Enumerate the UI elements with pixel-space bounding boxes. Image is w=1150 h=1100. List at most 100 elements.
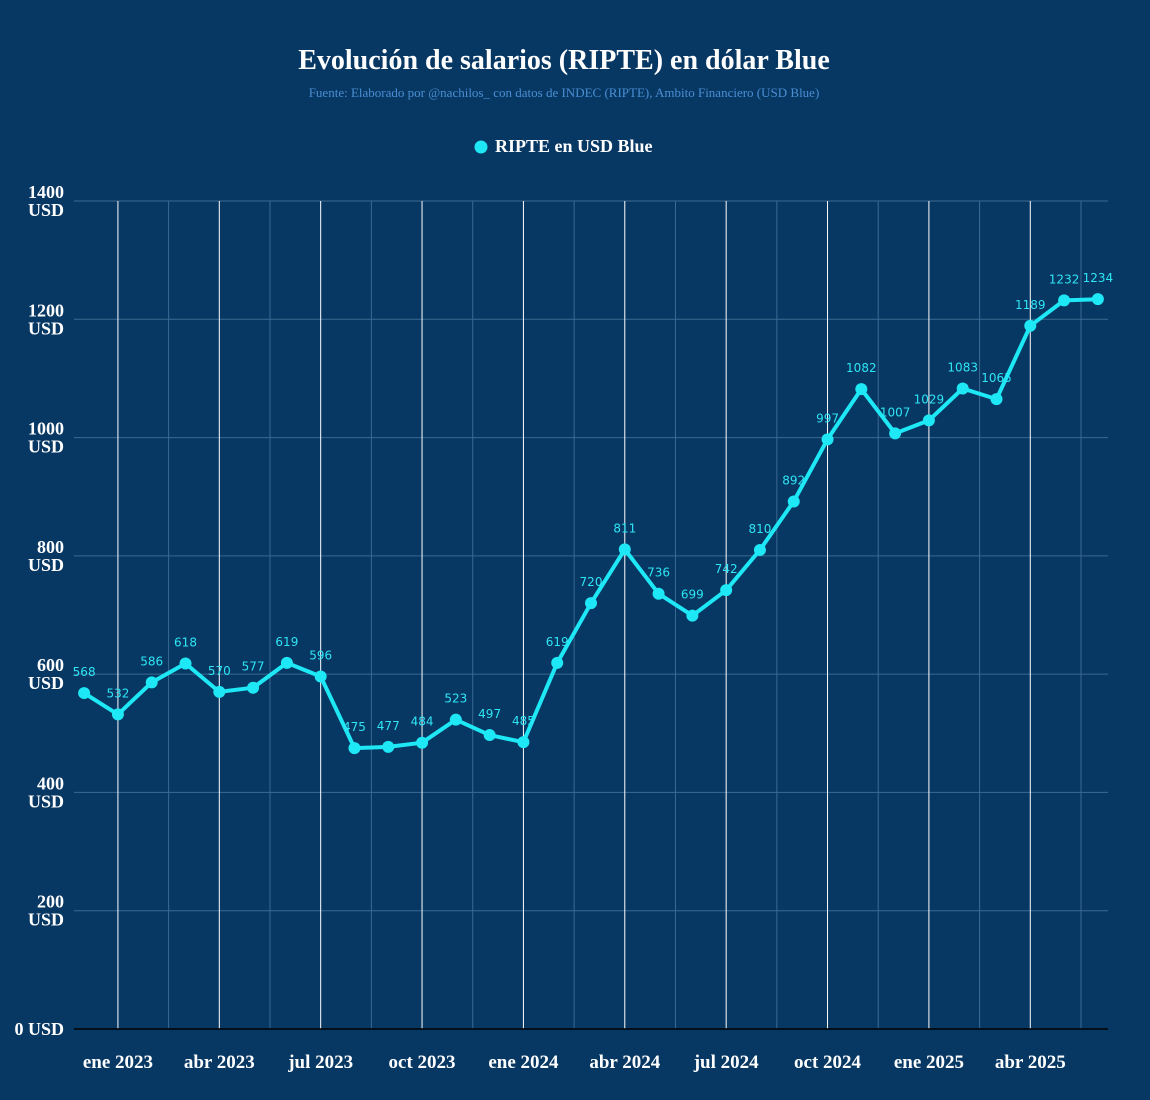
data-point xyxy=(922,414,935,427)
chart-title: Evolución de salarios (RIPTE) en dólar B… xyxy=(298,45,830,76)
data-label: 475 xyxy=(343,720,366,734)
data-point xyxy=(686,609,699,622)
data-point xyxy=(145,676,158,689)
data-label: 1082 xyxy=(846,361,877,375)
data-label: 497 xyxy=(478,707,501,721)
data-point xyxy=(213,685,226,698)
data-label: 484 xyxy=(411,715,434,729)
x-tick-label: ene 2025 xyxy=(894,1052,964,1073)
data-label: 811 xyxy=(613,521,636,535)
data-point xyxy=(855,383,868,396)
data-point xyxy=(449,713,462,726)
y-tick-number: 1200 xyxy=(28,300,64,320)
data-point xyxy=(551,656,564,669)
data-label: 997 xyxy=(816,411,839,425)
x-tick-label: abr 2024 xyxy=(589,1052,660,1073)
x-tick-label: ene 2023 xyxy=(83,1052,153,1073)
data-point xyxy=(720,584,733,597)
y-tick-unit: USD xyxy=(28,910,64,930)
legend-label: RIPTE en USD Blue xyxy=(495,136,653,156)
x-tick-label: jul 2024 xyxy=(693,1052,759,1073)
data-point xyxy=(247,681,260,694)
data-label: 586 xyxy=(140,654,163,668)
y-tick-unit: USD xyxy=(28,791,64,811)
data-point xyxy=(78,687,91,700)
data-label: 568 xyxy=(73,665,96,679)
data-label: 577 xyxy=(242,660,265,674)
data-point xyxy=(787,495,800,508)
x-axis: ene 2023 abr 2023 jul 2023 oct 2023 ene 2024… xyxy=(83,1052,1066,1073)
data-point xyxy=(483,729,496,742)
data-point xyxy=(889,427,902,440)
series-ripte-usd-blue xyxy=(78,293,1104,755)
y-tick-label: 600 USD xyxy=(28,655,64,693)
x-tick-label: oct 2024 xyxy=(794,1052,862,1073)
legend-marker xyxy=(474,140,488,154)
data-point xyxy=(956,382,969,395)
data-point xyxy=(821,433,834,446)
data-point xyxy=(652,587,665,600)
data-point xyxy=(517,736,530,749)
x-tick-label: ene 2024 xyxy=(488,1052,559,1073)
data-label: 1232 xyxy=(1049,272,1080,286)
y-tick-unit: USD xyxy=(28,318,64,338)
data-label: 618 xyxy=(174,635,197,649)
y-tick-label: 800 USD xyxy=(28,537,64,575)
data-point xyxy=(314,670,327,683)
y-tick-number: 600 xyxy=(37,655,64,675)
data-label: 742 xyxy=(715,562,738,576)
y-tick-unit: USD xyxy=(28,555,64,575)
data-labels: 568 532 586 618 570 577 619 596 475 477 484 523 497 4… xyxy=(73,271,1113,734)
data-label: 485 xyxy=(512,714,535,728)
y-tick-label: 1400 USD xyxy=(28,182,64,220)
y-tick-unit: USD xyxy=(28,437,64,457)
y-tick-unit: USD xyxy=(28,673,64,693)
data-point xyxy=(1091,293,1104,306)
data-label: 736 xyxy=(647,566,670,580)
data-point xyxy=(1058,294,1071,307)
x-tick-label: jul 2023 xyxy=(287,1052,353,1073)
data-point xyxy=(280,656,293,669)
data-point xyxy=(416,736,429,749)
y-tick-number: 800 xyxy=(37,537,64,557)
data-label: 699 xyxy=(681,588,704,602)
data-label: 596 xyxy=(309,649,332,663)
data-label: 1007 xyxy=(880,405,911,419)
x-tick-label: abr 2023 xyxy=(184,1052,255,1073)
data-label: 477 xyxy=(377,719,400,733)
data-label: 1029 xyxy=(914,392,945,406)
data-label: 523 xyxy=(444,692,467,706)
y-tick-unit: USD xyxy=(28,200,64,220)
data-point xyxy=(348,742,361,755)
data-point xyxy=(1024,319,1037,332)
series-line xyxy=(82,297,1100,751)
y-tick-label: 0 USD xyxy=(14,1019,64,1039)
y-tick-label: 1000 USD xyxy=(28,419,64,457)
data-point xyxy=(382,740,395,753)
data-label: 810 xyxy=(749,522,772,536)
data-label: 532 xyxy=(106,686,129,700)
data-point xyxy=(990,393,1003,406)
data-point xyxy=(753,543,766,556)
grid xyxy=(74,200,1108,1030)
data-label: 619 xyxy=(546,635,569,649)
data-label: 1189 xyxy=(1015,298,1046,312)
y-tick-label: 400 USD xyxy=(28,773,64,811)
x-tick-label: oct 2023 xyxy=(389,1052,456,1073)
y-tick-number: 1000 xyxy=(28,419,64,439)
data-label: 619 xyxy=(275,635,298,649)
data-label: 1065 xyxy=(981,371,1012,385)
y-tick-number: 200 xyxy=(37,892,64,912)
y-tick-number: 1400 xyxy=(28,182,64,202)
data-point xyxy=(585,597,597,610)
data-point xyxy=(111,708,124,721)
y-tick-label: 200 USD xyxy=(28,892,64,930)
data-label: 570 xyxy=(208,664,231,678)
data-point xyxy=(618,543,631,556)
data-label: 720 xyxy=(580,575,603,589)
x-tick-label: abr 2025 xyxy=(995,1052,1066,1073)
data-label: 1083 xyxy=(947,360,978,374)
legend[interactable]: RIPTE en USD Blue xyxy=(474,136,653,156)
